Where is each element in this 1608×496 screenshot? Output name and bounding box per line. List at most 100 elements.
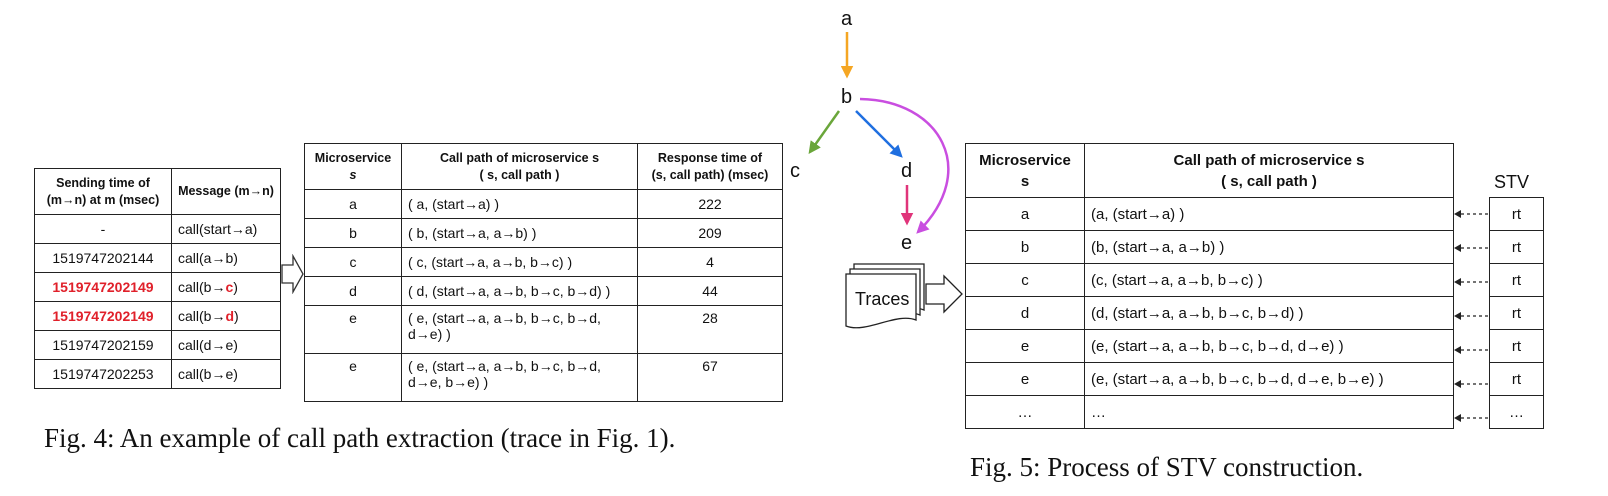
header-microservice: Microservice s [305,144,402,190]
microservice-cell: d [966,297,1085,330]
stv-cell: rt [1490,363,1544,396]
header-sending-time: Sending time of (m→n) at m (msec) [35,169,172,215]
table-row: 1519747202149 call(b→d) [35,302,281,331]
table-row: e (e, (start→a, a→b, b→c, b→d, d→e) ) [966,330,1454,363]
response-time-cell: 222 [638,190,783,219]
arrow-head [1454,414,1461,422]
node-e: e [901,232,912,255]
stv-row: … [1490,396,1544,429]
node-b: b [841,86,852,109]
table-row: 1519747202253 call(b→e) [35,360,281,389]
sending-time-cell: 1519747202149 [35,273,172,302]
stv-cell: rt [1490,297,1544,330]
sending-time-cell: 1519747202144 [35,244,172,273]
microservice-cell: a [305,190,402,219]
arrow-head [1454,278,1461,286]
edge-b-c [810,111,839,152]
call-path-cell: ( a, (start→a) ) [402,190,638,219]
stv-cell: rt [1490,231,1544,264]
fig5-caption: Fig. 5: Process of STV construction. [970,452,1363,483]
dashed-arrows [1452,197,1490,432]
call-path-table: Microservice s Call path of microservice … [304,143,783,402]
response-time-cell: 209 [638,219,783,248]
stv-cell: … [1490,396,1544,429]
table-row: c (c, (start→a, a→b, b→c) ) [966,264,1454,297]
header-message: Message (m→n) [172,169,281,215]
table-row: d( d, (start→a, a→b, b→c, b→d) ) 44 [305,277,783,306]
table-row: 1519747202149 call(b→c) [35,273,281,302]
stv-header-call-path: Call path of microservice s( s, call pat… [1085,144,1454,198]
table-row: e( e, (start→a, a→b, b→c, b→d, d→e, b→e)… [305,354,783,402]
stv-cell: rt [1490,330,1544,363]
stv-row: rt [1490,297,1544,330]
response-time-cell: 67 [638,354,783,402]
call-path-cell: (c, (start→a, a→b, b→c) ) [1085,264,1454,297]
response-time-cell: 44 [638,277,783,306]
microservice-cell: e [966,330,1085,363]
response-time-cell: 28 [638,306,783,354]
stv-row: rt [1490,231,1544,264]
microservice-cell: b [966,231,1085,264]
table-row: - call(start→a) [35,215,281,244]
call-path-cell: ( d, (start→a, a→b, b→c, b→d) ) [402,277,638,306]
microservice-cell: e [305,354,402,402]
stv-header-microservice: Microservice s [966,144,1085,198]
message-cell: call(d→e) [172,331,281,360]
microservice-cell: d [305,277,402,306]
sending-time-cell: 1519747202253 [35,360,172,389]
stv-cell: rt [1490,198,1544,231]
arrow-head [1454,346,1461,354]
stv-call-path-table: Microservice s Call path of microservice … [965,143,1454,429]
message-cell: call(b→d) [172,302,281,331]
message-table: Sending time of (m→n) at m (msec) Messag… [34,168,281,389]
table-row: a( a, (start→a) ) 222 [305,190,783,219]
sending-time-cell: 1519747202149 [35,302,172,331]
table-row: a (a, (start→a) ) [966,198,1454,231]
message-cell: call(b→e) [172,360,281,389]
call-path-cell: … [1085,396,1454,429]
header-response-time: Response time of (s, call path) (msec) [638,144,783,190]
stv-row: rt [1490,363,1544,396]
traces-label: Traces [855,289,909,310]
call-path-cell: ( e, (start→a, a→b, b→c, b→d, d→e, b→e) … [402,354,638,402]
message-cell: call(b→c) [172,273,281,302]
call-graph [780,0,980,260]
edge-b-d [856,111,901,156]
sending-time-cell: - [35,215,172,244]
microservice-cell: e [305,306,402,354]
node-d: d [901,160,912,183]
call-path-cell: (d, (start→a, a→b, b→c, b→d) ) [1085,297,1454,330]
stv-row: rt [1490,330,1544,363]
sending-time-cell: 1519747202159 [35,331,172,360]
table-row: e (e, (start→a, a→b, b→c, b→d, d→e, b→e) … [966,363,1454,396]
call-path-cell: ( b, (start→a, a→b) ) [402,219,638,248]
message-cell: call(a→b) [172,244,281,273]
fig4-caption: Fig. 4: An example of call path extracti… [44,423,675,454]
table-row: 1519747202159 call(d→e) [35,331,281,360]
node-c: c [790,160,800,183]
stv-row: rt [1490,264,1544,297]
call-path-cell: (a, (start→a) ) [1085,198,1454,231]
stv-cell: rt [1490,264,1544,297]
microservice-cell: b [305,219,402,248]
microservice-cell: … [966,396,1085,429]
response-time-cell: 4 [638,248,783,277]
call-path-cell: ( e, (start→a, a→b, b→c, b→d, d→e) ) [402,306,638,354]
call-path-cell: (e, (start→a, a→b, b→c, b→d, d→e) ) [1085,330,1454,363]
table-row: 1519747202144 call(a→b) [35,244,281,273]
call-path-cell: ( c, (start→a, a→b, b→c) ) [402,248,638,277]
arrow-head [1454,244,1461,252]
arrow-head [1454,210,1461,218]
arrow-head [1454,312,1461,320]
microservice-cell: c [966,264,1085,297]
call-path-cell: (b, (start→a, a→b) ) [1085,231,1454,264]
call-path-cell: (e, (start→a, a→b, b→c, b→d, d→e, b→e) ) [1085,363,1454,396]
microservice-cell: e [966,363,1085,396]
stv-label: STV [1494,172,1529,193]
header-call-path: Call path of microservice s( s, call pat… [402,144,638,190]
table-row: d (d, (start→a, a→b, b→c, b→d) ) [966,297,1454,330]
node-a: a [841,8,852,31]
stv-vector: rt rt rt rt rt rt… [1489,197,1544,429]
table-row: c( c, (start→a, a→b, b→c) ) 4 [305,248,783,277]
microservice-cell: a [966,198,1085,231]
